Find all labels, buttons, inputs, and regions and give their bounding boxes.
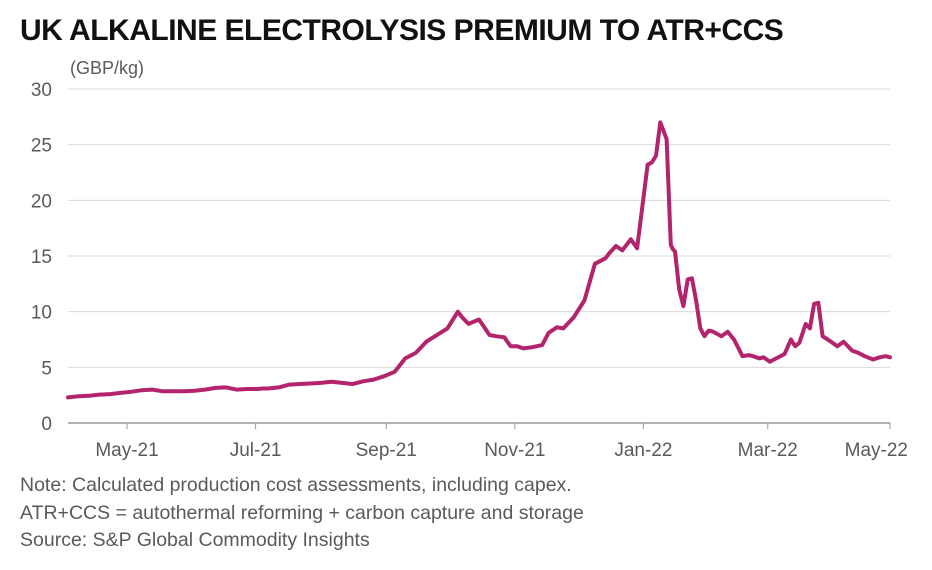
x-tick-label: Mar-22 bbox=[738, 440, 798, 461]
series-group bbox=[66, 120, 892, 400]
x-tick-label: Jul-21 bbox=[230, 440, 282, 461]
y-tick-label: 25 bbox=[31, 136, 52, 157]
x-tick-label: May-21 bbox=[95, 440, 158, 461]
note-source: Source: S&P Global Commodity Insights bbox=[20, 529, 370, 551]
y-tick-label: 10 bbox=[31, 303, 52, 324]
series-line-0 bbox=[66, 120, 892, 400]
y-tick-label: 20 bbox=[31, 191, 52, 212]
x-tick-label: May-22 bbox=[845, 440, 908, 461]
y-tick-label: 15 bbox=[31, 247, 52, 268]
chart-title: UK ALKALINE ELECTROLYSIS PREMIUM TO ATR+… bbox=[20, 14, 784, 47]
y-tick-label: 30 bbox=[31, 80, 52, 101]
line-chart: 0 5 10 15 20 25 30 May-21 Jul-21 Sep-21 Nov-21 Jan… bbox=[31, 80, 908, 461]
y-tick-label: 5 bbox=[41, 358, 52, 379]
x-tick-label: Sep-21 bbox=[356, 440, 417, 461]
x-axis-ticks: May-21 Jul-21 Sep-21 Nov-21 Jan-22 Mar-22 May-… bbox=[95, 423, 908, 461]
x-tick-label: Nov-21 bbox=[484, 440, 545, 461]
x-tick-label: Jan-22 bbox=[614, 440, 672, 461]
note-atr-ccs-definition: ATR+CCS = autothermal reforming + carbon… bbox=[20, 501, 584, 524]
grid-lines bbox=[68, 88, 890, 368]
y-tick-label: 0 bbox=[41, 414, 52, 435]
chart-notes: Note: Calculated production cost assessm… bbox=[20, 472, 584, 555]
y-axis-unit-label: (GBP/kg) bbox=[70, 58, 145, 78]
y-axis-ticks: 0 5 10 15 20 25 30 bbox=[31, 80, 52, 435]
note-capex: Note: Calculated production cost assessm… bbox=[20, 474, 572, 496]
